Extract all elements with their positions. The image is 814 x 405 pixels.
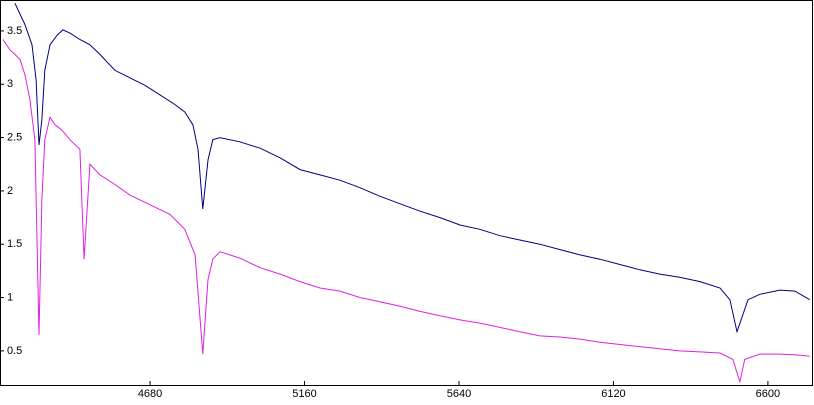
plot-frame bbox=[0, 0, 813, 386]
y-tick-label: 0.5 bbox=[7, 345, 22, 357]
x-tick-label: 4680 bbox=[138, 388, 162, 400]
x-tick-label: 5640 bbox=[447, 388, 471, 400]
plot-area bbox=[2, 2, 810, 384]
x-tick-label: 6600 bbox=[756, 388, 780, 400]
y-tick-label: 1.5 bbox=[7, 238, 22, 250]
y-tick-label: 2.5 bbox=[7, 131, 22, 143]
y-tick-label: 1 bbox=[7, 291, 13, 303]
x-tick-label: 5160 bbox=[292, 388, 316, 400]
y-tick-label: 2 bbox=[7, 185, 13, 197]
spectrum-line bbox=[2, 39, 810, 384]
y-tick-label: 3.5 bbox=[7, 25, 22, 37]
y-tick-label: 3 bbox=[7, 78, 13, 90]
spectrum-line bbox=[14, 2, 810, 334]
x-tick-label: 6120 bbox=[601, 388, 625, 400]
